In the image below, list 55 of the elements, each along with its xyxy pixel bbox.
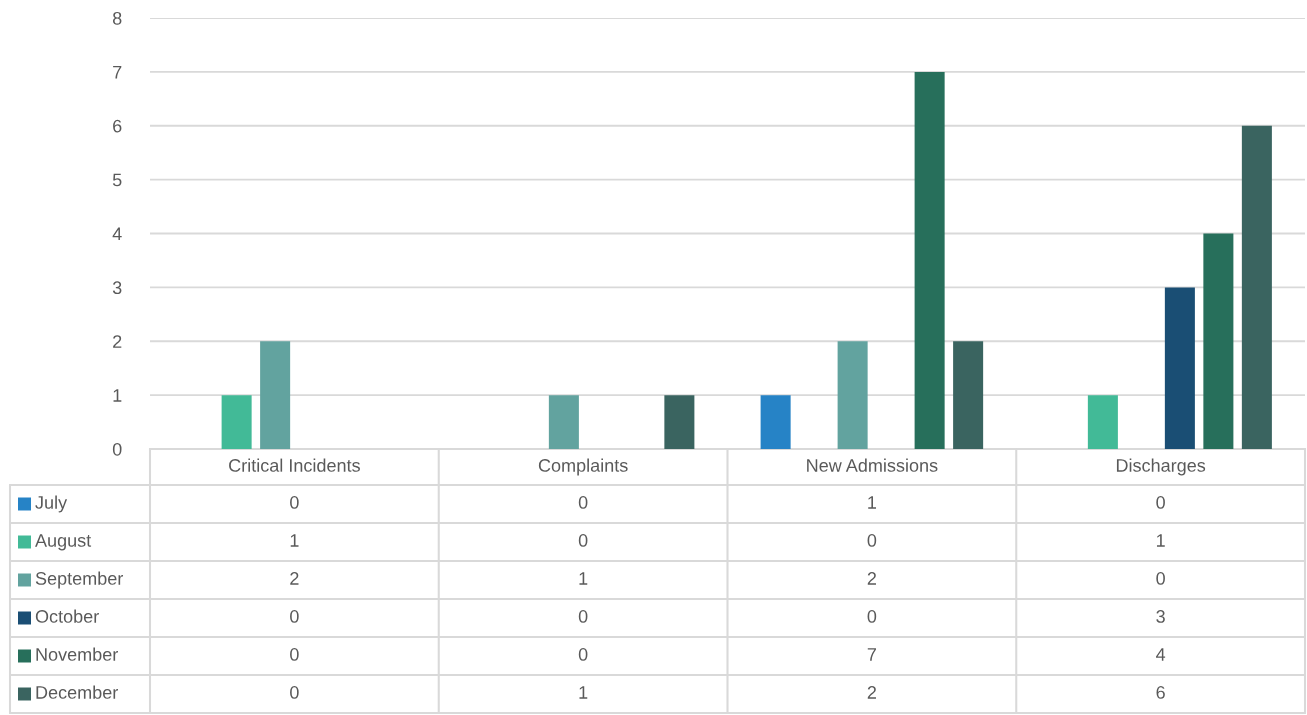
bar <box>1241 125 1272 449</box>
data-label: 1 <box>1156 534 1165 547</box>
data-label: 2 <box>867 572 876 585</box>
data-label: 0 <box>290 648 299 661</box>
bar <box>1164 287 1195 449</box>
x-tick-label: Critical Incidents <box>229 458 360 472</box>
data-label: 0 <box>290 496 299 509</box>
legend-label: August <box>35 534 92 551</box>
data-label: 2 <box>867 686 876 699</box>
y-tick-label: 6 <box>113 119 122 133</box>
data-label: 0 <box>578 648 588 661</box>
data-label: 0 <box>578 496 588 509</box>
data-label: 0 <box>578 610 588 623</box>
data-label: 0 <box>1156 496 1165 509</box>
data-label: 1 <box>579 572 588 585</box>
legend-label: December <box>36 685 118 699</box>
data-label: 0 <box>290 686 299 699</box>
data-label: 0 <box>290 610 299 623</box>
bar <box>548 395 579 449</box>
data-label: 0 <box>1156 572 1165 585</box>
y-tick-label: 5 <box>112 173 122 187</box>
bar <box>664 395 695 449</box>
bar <box>760 395 791 449</box>
y-tick-label: 3 <box>112 281 122 295</box>
legend-label: November <box>36 647 118 661</box>
data-label: 1 <box>290 534 299 547</box>
y-tick-label: 8 <box>112 11 122 25</box>
x-tick-label: Complaints <box>538 458 628 476</box>
y-tick-label: 7 <box>113 66 122 79</box>
data-label: 0 <box>867 610 877 623</box>
y-tick-label: 2 <box>113 335 122 348</box>
bar <box>1203 233 1234 449</box>
bar <box>953 341 984 449</box>
legend-label: October <box>35 609 99 623</box>
y-tick-label: 1 <box>113 389 122 402</box>
x-tick-label: Discharges <box>1116 458 1206 476</box>
data-label: 0 <box>578 534 588 547</box>
bar <box>260 341 291 449</box>
bar <box>914 71 945 449</box>
bar <box>221 395 252 449</box>
data-label: 2 <box>290 572 299 585</box>
x-tick-label: New Admissions <box>807 458 938 472</box>
data-label: 3 <box>1156 610 1165 623</box>
bar <box>1087 395 1118 449</box>
bar <box>837 341 868 449</box>
data-label: 1 <box>579 686 588 699</box>
legend-label: September <box>35 571 124 589</box>
y-tick-label: 4 <box>112 227 122 241</box>
data-label: 7 <box>867 648 876 661</box>
y-tick-label: 0 <box>112 442 122 456</box>
data-label: 0 <box>867 534 877 547</box>
data-label: 6 <box>1156 686 1165 699</box>
legend-label: July <box>35 495 68 513</box>
data-label: 1 <box>868 496 877 509</box>
data-label: 4 <box>1156 648 1166 661</box>
